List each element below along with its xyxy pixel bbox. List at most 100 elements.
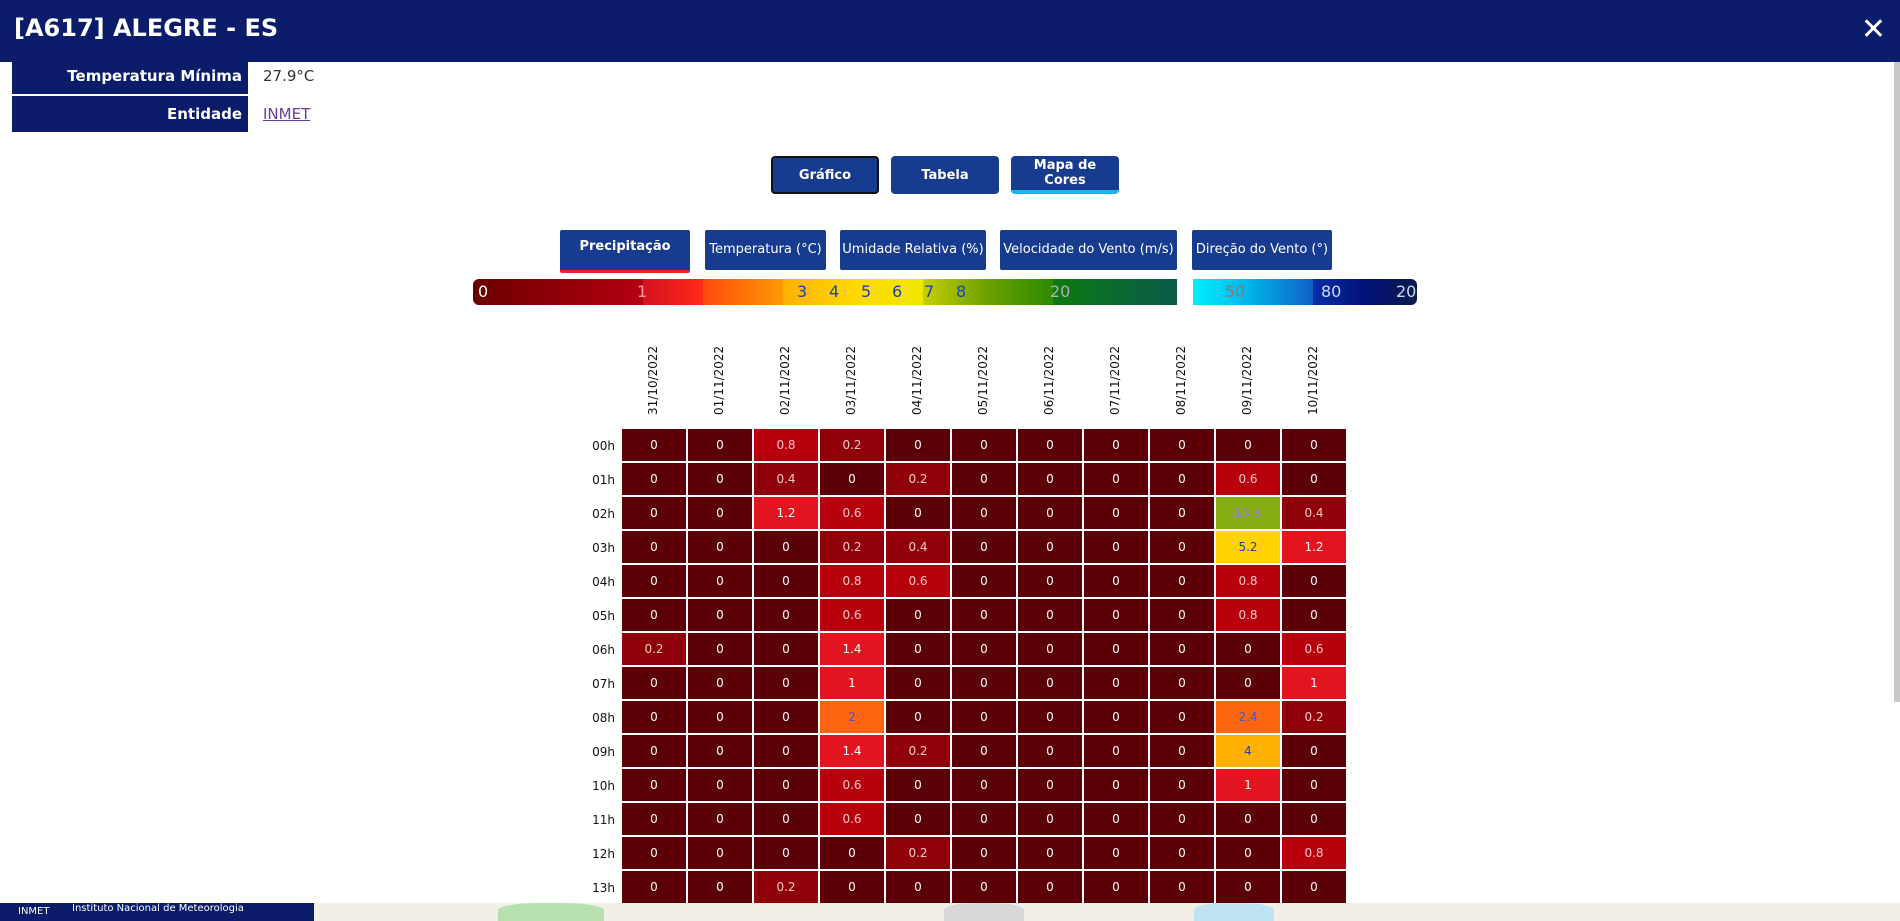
heatmap-cell[interactable]: 0 <box>622 463 686 495</box>
heatmap-cell[interactable]: 0 <box>688 871 752 903</box>
heatmap-cell[interactable]: 0 <box>1150 531 1214 563</box>
heatmap-cell[interactable]: 0.8 <box>1216 565 1280 597</box>
heatmap-cell[interactable]: 0 <box>820 871 884 903</box>
heatmap-cell[interactable]: 0 <box>1018 735 1082 767</box>
heatmap-cell[interactable]: 0 <box>1084 701 1148 733</box>
heatmap-cell[interactable]: 0.2 <box>820 531 884 563</box>
heatmap-cell[interactable]: 0 <box>886 701 950 733</box>
heatmap-cell[interactable]: 0 <box>952 565 1016 597</box>
heatmap-cell[interactable]: 0 <box>1150 565 1214 597</box>
scrollbar[interactable] <box>1894 62 1900 702</box>
heatmap-cell[interactable]: 0 <box>622 667 686 699</box>
heatmap-cell[interactable]: 0 <box>1084 803 1148 835</box>
heatmap-cell[interactable]: 0 <box>1150 667 1214 699</box>
heatmap-cell[interactable]: 0.2 <box>622 633 686 665</box>
heatmap-cell[interactable]: 0 <box>688 497 752 529</box>
heatmap-cell[interactable]: 0 <box>886 667 950 699</box>
heatmap-cell[interactable]: 0 <box>1084 667 1148 699</box>
heatmap-cell[interactable]: 1.2 <box>1282 531 1346 563</box>
heatmap-cell[interactable]: 0 <box>754 599 818 631</box>
mapa-de-cores-button[interactable]: Mapa de Cores <box>1011 156 1119 194</box>
heatmap-cell[interactable]: 0 <box>754 769 818 801</box>
tab-temperatura[interactable]: Temperatura (°C) <box>705 230 826 270</box>
heatmap-cell[interactable]: 0 <box>952 735 1016 767</box>
heatmap-cell[interactable]: 0.2 <box>886 837 950 869</box>
heatmap-cell[interactable]: 1.2 <box>754 497 818 529</box>
heatmap-cell[interactable]: 0 <box>1084 565 1148 597</box>
heatmap-cell[interactable]: 0.2 <box>1282 701 1346 733</box>
heatmap-cell[interactable]: 0 <box>1018 837 1082 869</box>
heatmap-cell[interactable]: 0.8 <box>1282 837 1346 869</box>
heatmap-cell[interactable]: 0 <box>1216 429 1280 461</box>
heatmap-cell[interactable]: 0 <box>1084 633 1148 665</box>
tab-direcao-vento[interactable]: Direção do Vento (°) <box>1192 230 1332 270</box>
heatmap-cell[interactable]: 0.6 <box>820 599 884 631</box>
close-icon[interactable]: ✕ <box>1860 12 1886 47</box>
heatmap-cell[interactable]: 0 <box>952 429 1016 461</box>
heatmap-cell[interactable]: 0 <box>688 565 752 597</box>
heatmap-cell[interactable]: 0 <box>952 871 1016 903</box>
heatmap-cell[interactable]: 0 <box>1282 871 1346 903</box>
heatmap-cell[interactable]: 0 <box>1084 769 1148 801</box>
heatmap-cell[interactable]: 0 <box>1150 837 1214 869</box>
heatmap-cell[interactable]: 0.2 <box>886 463 950 495</box>
heatmap-cell[interactable]: 0 <box>1282 735 1346 767</box>
heatmap-cell[interactable]: 2 <box>820 701 884 733</box>
heatmap-cell[interactable]: 0 <box>622 497 686 529</box>
heatmap-cell[interactable]: 0.6 <box>1216 463 1280 495</box>
heatmap-cell[interactable]: 1.4 <box>820 633 884 665</box>
heatmap-cell[interactable]: 1 <box>1216 769 1280 801</box>
heatmap-cell[interactable]: 0.2 <box>820 429 884 461</box>
heatmap-cell[interactable]: 0 <box>688 531 752 563</box>
heatmap-cell[interactable]: 0 <box>886 871 950 903</box>
heatmap-cell[interactable]: 0 <box>1150 735 1214 767</box>
heatmap-cell[interactable]: 0 <box>1018 871 1082 903</box>
tab-velocidade-vento[interactable]: Velocidade do Vento (m/s) <box>1000 230 1177 270</box>
heatmap-cell[interactable]: 0 <box>622 429 686 461</box>
heatmap-cell[interactable]: 0 <box>622 531 686 563</box>
heatmap-cell[interactable]: 0 <box>952 497 1016 529</box>
heatmap-cell[interactable]: 0 <box>1282 429 1346 461</box>
heatmap-cell[interactable]: 0 <box>622 803 686 835</box>
heatmap-cell[interactable]: 0 <box>688 803 752 835</box>
heatmap-cell[interactable]: 0 <box>754 565 818 597</box>
heatmap-cell[interactable]: 0 <box>754 701 818 733</box>
heatmap-cell[interactable]: 0 <box>622 735 686 767</box>
heatmap-cell[interactable]: 0 <box>688 769 752 801</box>
heatmap-cell[interactable]: 0.4 <box>754 463 818 495</box>
heatmap-cell[interactable]: 0 <box>688 429 752 461</box>
heatmap-cell[interactable]: 0 <box>952 667 1016 699</box>
heatmap-cell[interactable]: 0 <box>1150 497 1214 529</box>
heatmap-cell[interactable]: 0 <box>1216 871 1280 903</box>
heatmap-cell[interactable]: 0 <box>1150 803 1214 835</box>
heatmap-cell[interactable]: 0 <box>1084 735 1148 767</box>
heatmap-cell[interactable]: 0 <box>1018 599 1082 631</box>
heatmap-cell[interactable]: 4 <box>1216 735 1280 767</box>
tab-umidade[interactable]: Umidade Relativa (%) <box>840 230 986 270</box>
heatmap-cell[interactable]: 0 <box>952 837 1016 869</box>
heatmap-cell[interactable]: 0 <box>754 735 818 767</box>
heatmap-cell[interactable]: 0 <box>1084 599 1148 631</box>
heatmap-cell[interactable]: 0 <box>1018 667 1082 699</box>
heatmap-cell[interactable]: 1 <box>1282 667 1346 699</box>
heatmap-cell[interactable]: 0 <box>886 633 950 665</box>
heatmap-cell[interactable]: 0 <box>820 463 884 495</box>
heatmap-cell[interactable]: 0 <box>952 803 1016 835</box>
heatmap-cell[interactable]: 0.6 <box>1282 633 1346 665</box>
heatmap-cell[interactable]: 0 <box>1282 565 1346 597</box>
heatmap-cell[interactable]: 0 <box>1216 667 1280 699</box>
heatmap-cell[interactable]: 0 <box>688 463 752 495</box>
heatmap-cell[interactable]: 0.4 <box>1282 497 1346 529</box>
heatmap-cell[interactable]: 0 <box>622 837 686 869</box>
heatmap-cell[interactable]: 0 <box>1150 871 1214 903</box>
heatmap-cell[interactable]: 1.4 <box>820 735 884 767</box>
heatmap-cell[interactable]: 2.4 <box>1216 701 1280 733</box>
heatmap-cell[interactable]: 0 <box>1018 803 1082 835</box>
heatmap-cell[interactable]: 0 <box>952 463 1016 495</box>
heatmap-cell[interactable]: 0 <box>1150 701 1214 733</box>
heatmap-cell[interactable]: 0 <box>688 735 752 767</box>
heatmap-cell[interactable]: 0 <box>1282 599 1346 631</box>
heatmap-cell[interactable]: 0 <box>886 803 950 835</box>
heatmap-cell[interactable]: 0 <box>688 633 752 665</box>
heatmap-cell[interactable]: 0 <box>754 531 818 563</box>
